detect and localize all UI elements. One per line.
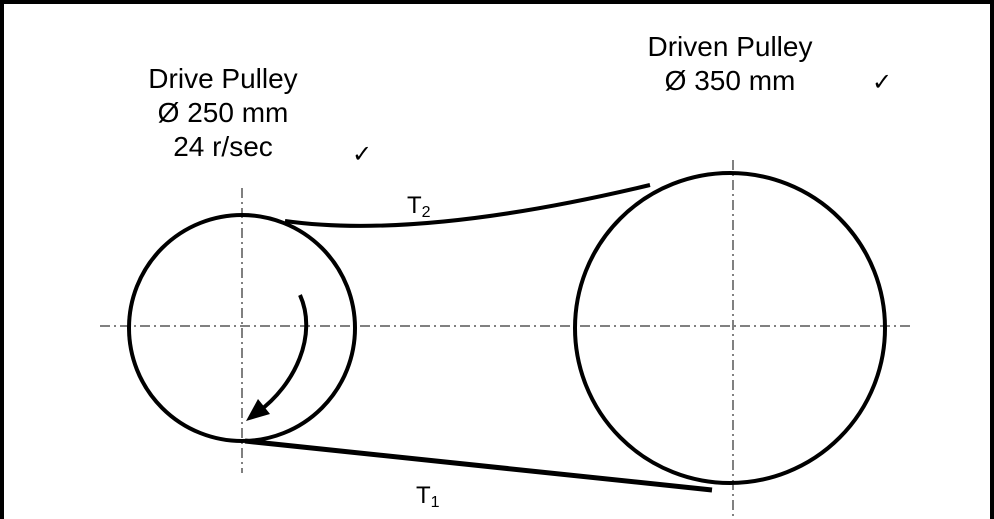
belt-slack-side (244, 438, 713, 493)
tension-t2-symbol: T (407, 192, 422, 219)
drive-pulley-speed: 24 r/sec (173, 131, 273, 162)
tension-t1-subscript: 1 (430, 494, 440, 511)
belt-tight-side (284, 183, 651, 228)
drive-pulley-label: Drive Pulley Ø 250 mm 24 r/sec (118, 62, 328, 164)
tension-t2-subscript: 2 (421, 204, 431, 221)
tension-t2-label: T2 (407, 192, 431, 222)
driven-pulley-diameter: Ø 350 mm (664, 65, 796, 96)
driven-pulley-label: Driven Pulley Ø 350 mm (612, 30, 848, 98)
drive-pulley-checkmark: ✓ (352, 140, 373, 168)
driven-pulley-checkmark: ✓ (872, 68, 893, 96)
tension-t1-label: T1 (416, 482, 440, 512)
rotation-arrowhead (246, 399, 270, 421)
driven-pulley-circle (573, 171, 887, 485)
drive-pulley-diameter: Ø 250 mm (157, 97, 289, 128)
drive-pulley-title: Drive Pulley (148, 63, 298, 94)
drive-pulley-circle (127, 213, 357, 443)
rotation-arrow (256, 294, 309, 414)
driven-pulley-title: Driven Pulley (647, 31, 813, 62)
tension-t1-symbol: T (416, 482, 431, 509)
